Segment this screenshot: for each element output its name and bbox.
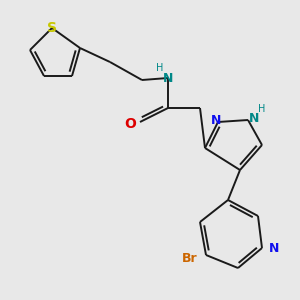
Text: O: O xyxy=(124,117,136,131)
Text: Br: Br xyxy=(182,253,198,266)
Text: N: N xyxy=(269,242,279,254)
Text: N: N xyxy=(249,112,259,124)
Text: S: S xyxy=(47,21,57,35)
Text: N: N xyxy=(163,71,173,85)
Text: H: H xyxy=(156,63,164,73)
Text: H: H xyxy=(258,104,266,114)
Text: N: N xyxy=(211,113,221,127)
